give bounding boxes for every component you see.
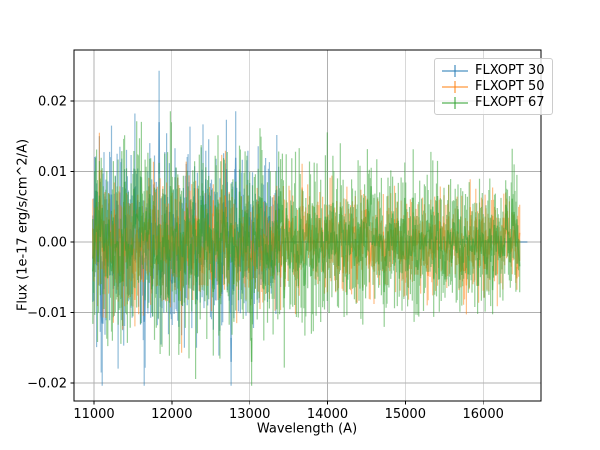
errorbar-marker-icon (442, 64, 468, 77)
y-axis-label: Flux (1e-17 erg/s/cm^2/A) (15, 138, 31, 312)
svg-text:14000: 14000 (307, 407, 348, 422)
svg-text:−0.01: −0.01 (27, 306, 67, 321)
svg-text:15000: 15000 (385, 407, 426, 422)
svg-text:0.02: 0.02 (38, 95, 67, 110)
svg-text:11000: 11000 (73, 407, 114, 422)
svg-text:13000: 13000 (229, 407, 270, 422)
legend: FLXOPT 30 FLXOPT 50 FLXOPT 67 (434, 58, 554, 115)
svg-text:0.00: 0.00 (38, 236, 67, 251)
x-axis-label: Wavelength (A) (256, 421, 358, 437)
legend-label: FLXOPT 50 (475, 79, 545, 94)
svg-text:16000: 16000 (463, 407, 504, 422)
svg-text:0.01: 0.01 (38, 165, 67, 180)
svg-text:−0.02: −0.02 (27, 377, 67, 392)
legend-label: FLXOPT 30 (475, 63, 545, 78)
errorbar-marker-icon (442, 80, 468, 93)
legend-item: FLXOPT 67 (441, 95, 544, 110)
errorbar-marker-icon (442, 96, 468, 109)
legend-item: FLXOPT 50 (441, 79, 544, 94)
legend-item: FLXOPT 30 (441, 63, 544, 78)
svg-text:12000: 12000 (151, 407, 192, 422)
legend-label: FLXOPT 67 (475, 95, 545, 110)
